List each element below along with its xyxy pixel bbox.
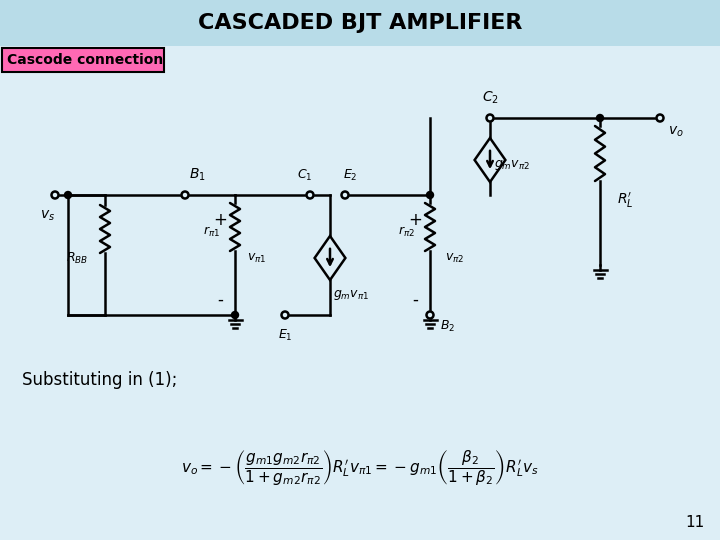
Text: $C_1$: $C_1$	[297, 168, 312, 183]
Text: $E_2$: $E_2$	[343, 168, 357, 183]
Circle shape	[65, 192, 71, 199]
Text: $v_{\pi 1}$: $v_{\pi 1}$	[247, 252, 266, 265]
Circle shape	[341, 192, 348, 199]
Circle shape	[657, 114, 664, 122]
FancyBboxPatch shape	[2, 48, 164, 72]
Text: $g_m v_{\pi 2}$: $g_m v_{\pi 2}$	[494, 158, 530, 172]
Text: $v_{\pi 2}$: $v_{\pi 2}$	[445, 252, 464, 265]
Text: $r_{\pi 1}$: $r_{\pi 1}$	[203, 225, 220, 239]
Circle shape	[487, 114, 493, 122]
Text: Substituting in (1);: Substituting in (1);	[22, 371, 177, 389]
Text: $R_{BB}$: $R_{BB}$	[66, 251, 88, 266]
Text: $g_m v_{\pi 1}$: $g_m v_{\pi 1}$	[333, 288, 369, 302]
Circle shape	[181, 192, 189, 199]
Circle shape	[232, 312, 238, 319]
Text: $v_o$: $v_o$	[668, 125, 684, 139]
Text: $B_2$: $B_2$	[440, 319, 455, 334]
FancyBboxPatch shape	[0, 0, 720, 46]
Text: $v_o = -\left(\dfrac{g_{m1}g_{m2}r_{\pi2}}{1+g_{m2}r_{\pi2}}\right)R_L'v_{\pi1} : $v_o = -\left(\dfrac{g_{m1}g_{m2}r_{\pi2…	[181, 449, 539, 488]
Text: $B_1$: $B_1$	[189, 167, 205, 183]
Circle shape	[52, 192, 58, 199]
Text: $C_2$: $C_2$	[482, 90, 498, 106]
Text: $E_1$: $E_1$	[278, 328, 292, 343]
Text: -: -	[217, 291, 223, 309]
Circle shape	[596, 114, 603, 122]
Text: $R_L'$: $R_L'$	[617, 191, 634, 210]
Circle shape	[282, 312, 289, 319]
Text: +: +	[213, 211, 227, 229]
Text: +: +	[408, 211, 422, 229]
Text: 11: 11	[685, 515, 705, 530]
Circle shape	[426, 312, 433, 319]
Circle shape	[426, 192, 433, 199]
Text: $v_s$: $v_s$	[40, 209, 55, 224]
Text: CASCADED BJT AMPLIFIER: CASCADED BJT AMPLIFIER	[198, 13, 522, 33]
Text: -: -	[412, 291, 418, 309]
Text: Cascode connection: Cascode connection	[7, 53, 163, 67]
Circle shape	[307, 192, 313, 199]
Text: $r_{\pi 2}$: $r_{\pi 2}$	[398, 225, 415, 239]
